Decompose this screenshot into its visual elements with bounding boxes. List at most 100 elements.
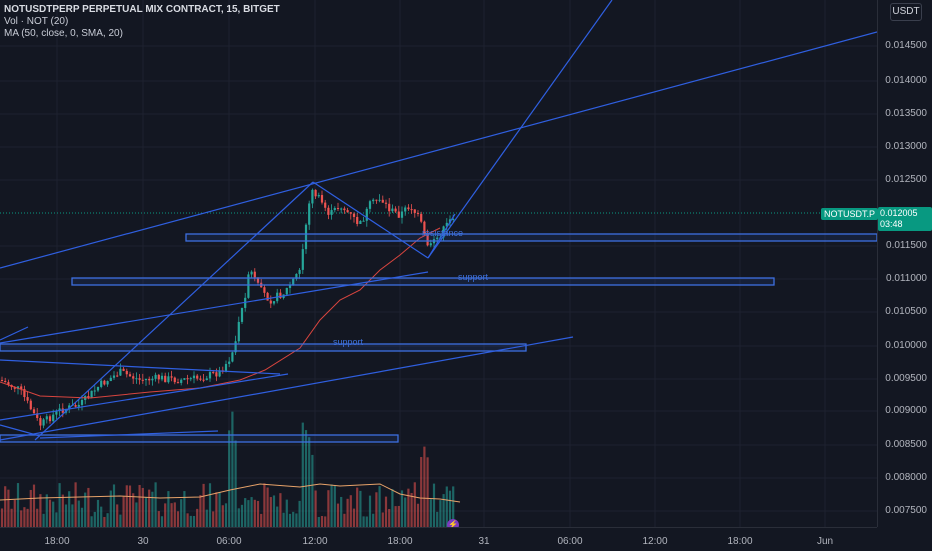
candle-body [234,341,237,353]
volume-bar [413,482,416,527]
candle-body [429,243,432,246]
volume-bar [272,495,276,527]
volume-bar [282,512,285,527]
volume-bar [439,500,442,527]
volume-bar [112,484,116,527]
volume-bar [48,499,52,527]
volume-bar [212,511,215,527]
time-tick: 12:00 [642,536,668,547]
candle-body [397,211,400,218]
candle-body [269,300,272,304]
time-tick: 18:00 [44,536,70,547]
volume-bar [436,511,439,527]
candle-body [13,387,16,389]
volume-bar [269,497,272,527]
volume-bar [388,508,391,527]
candle-body [215,372,218,377]
price-axis[interactable]: 0.014500 0.014000 0.013500 0.013000 0.01… [877,0,932,527]
candle-body [23,389,26,398]
volume-bar [192,515,196,527]
volume-bar [253,499,256,527]
ma-indicator-label[interactable]: MA (50, close, 0, SMA, 20) [4,28,123,39]
volume-bar [237,508,240,527]
candle-body [333,208,336,211]
volume-bar [234,440,237,527]
candle-body [212,372,215,374]
volume-indicator-label[interactable]: Vol · NOT (20) [4,16,69,27]
candle-body [324,202,327,208]
currency-button[interactable]: USDT [890,3,922,21]
volume-bar [333,485,336,527]
time-tick: 18:00 [387,536,413,547]
price-tick: 0.010000 [885,340,927,351]
volume-bar [263,483,266,527]
volume-bar [52,501,55,527]
volume-bar [36,508,39,527]
volume-bar [330,484,333,527]
candle-body [160,375,164,380]
volume-bar [340,496,343,527]
candle-body [368,201,372,209]
last-price-symbol-label: NOTUSDT.P [821,208,879,220]
volume-bar [39,494,42,527]
volume-bar [208,483,212,527]
chart-canvas[interactable] [0,0,877,527]
volume-bar [77,500,80,527]
time-axis[interactable]: 18:00 30 06:00 12:00 18:00 31 06:00 12:0… [0,527,877,551]
candle-body [148,378,151,381]
candle-body [87,395,90,398]
volume-bar [359,490,362,527]
candle-body [48,416,52,422]
candle-body [218,370,221,377]
last-price-label: 0.012005 03:48 [878,207,932,231]
volume-bar [352,508,356,527]
price-tick: 0.009000 [885,405,927,416]
volume-bar [314,490,317,527]
volume-bar [119,514,122,527]
chart-legend: NOTUSDTPERP PERPETUAL MIX CONTRACT, 15, … [4,4,280,40]
candle-body [410,209,413,211]
volume-bar [215,492,218,527]
time-tick: 12:00 [302,536,328,547]
candle-body [394,208,397,212]
volume-bar [301,422,304,527]
volume-bar [228,430,231,527]
candle-body [404,207,407,212]
volume-bar [432,483,436,527]
candle-body [413,209,416,213]
volume-bar [71,504,74,527]
volume-bars [0,411,455,527]
volume-bar [394,506,397,527]
volume-bar [189,515,192,527]
candle-body [16,386,20,389]
volume-bar [103,516,106,527]
volume-bar [349,495,352,527]
volume-bar [116,504,119,527]
volume-bar [372,513,375,527]
volume-bar [324,516,327,527]
candle-body [327,207,330,215]
volume-bar [346,498,349,527]
volume-bar [74,482,77,527]
symbol-title[interactable]: NOTUSDTPERP PERPETUAL MIX CONTRACT, 15, … [4,4,280,15]
volume-bar [164,503,167,527]
candle-body [173,377,176,383]
candle-body [250,271,253,275]
candle-body [298,269,301,274]
volume-bar [32,484,36,527]
candle-body [308,203,311,225]
candle-body [272,301,276,304]
volume-bar [154,482,157,527]
candle-body [359,220,362,224]
moving-average-line [0,227,441,399]
candle-body [141,379,144,381]
volume-ma-line [0,483,461,503]
volume-bar [90,516,93,527]
volume-bar [10,508,13,527]
volume-bar [400,490,404,527]
volume-bar [304,430,308,527]
volume-bar [266,487,269,527]
volume-bar [132,493,135,527]
candle-body [109,377,112,382]
